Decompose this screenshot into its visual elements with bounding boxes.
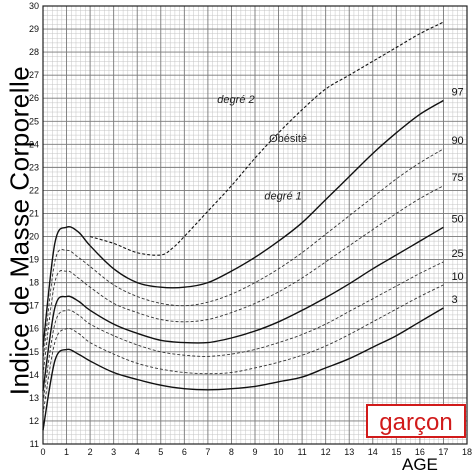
- y-tick-label: 29: [29, 24, 39, 34]
- x-tick-label: 16: [415, 447, 425, 457]
- y-tick-label: 26: [29, 93, 39, 103]
- y-tick-label: 12: [29, 416, 39, 426]
- y-tick-label: 20: [29, 232, 39, 242]
- y-tick-label: 14: [29, 370, 39, 380]
- curve-90: [42, 148, 444, 362]
- x-tick-label: 7: [205, 447, 210, 457]
- y-tick-label: 23: [29, 162, 39, 172]
- x-axis-ticks: 0 1 2 3 4 5 6 7 8 9 10 11 12 13 14 15 16 17 18: [40, 447, 472, 457]
- x-tick-label: 6: [182, 447, 187, 457]
- percentile-label: 75: [451, 172, 463, 184]
- x-tick-label: 1: [64, 447, 69, 457]
- y-tick-label: 28: [29, 47, 39, 57]
- percentile-label: 3: [451, 294, 457, 306]
- plot-frame: [42, 5, 468, 445]
- annotation-degre-2: degré 2: [217, 94, 254, 106]
- curve-degré-2: [89, 21, 444, 256]
- curve-75: [42, 185, 444, 375]
- curve-3: [42, 307, 444, 431]
- y-axis-ticks: 11 12 13 14 15 16 17 18 19 20 21 22 23 24 25 26 27 28 29 30: [29, 1, 39, 449]
- curve-25: [42, 261, 444, 403]
- x-tick-label: 14: [368, 447, 378, 457]
- y-tick-label: 11: [30, 439, 39, 449]
- y-tick-label: 15: [29, 347, 39, 357]
- curve-50: [42, 226, 444, 392]
- y-tick-label: 13: [29, 393, 39, 403]
- percentile-label: 97: [451, 87, 463, 99]
- percentile-labels: 3 10 25 50 75 90 97: [451, 87, 463, 306]
- y-tick-label: 18: [29, 278, 39, 288]
- x-tick-label: 10: [274, 447, 284, 457]
- x-tick-label: 17: [438, 447, 448, 457]
- percentile-label: 10: [451, 271, 463, 283]
- percentile-curves: [42, 21, 444, 431]
- y-tick-label: 17: [29, 301, 39, 311]
- x-tick-label: 12: [321, 447, 331, 457]
- major-grid: [42, 5, 468, 445]
- percentile-label: 50: [451, 213, 463, 225]
- y-tick-label: 30: [29, 1, 39, 11]
- x-tick-label: 2: [88, 447, 93, 457]
- y-tick-label: 25: [29, 116, 39, 126]
- annotation-degre-1: degré 1: [264, 191, 301, 203]
- x-tick-label: 3: [111, 447, 116, 457]
- curve-10: [42, 284, 444, 415]
- y-axis-title: Indice de Masse Corporelle: [4, 65, 35, 396]
- x-tick-label: 0: [40, 447, 45, 457]
- y-tick-label: 19: [29, 255, 39, 265]
- y-tick-label: 22: [29, 185, 39, 195]
- x-tick-label: 8: [229, 447, 234, 457]
- x-tick-label: 5: [158, 447, 163, 457]
- y-tick-label: 16: [29, 324, 39, 334]
- x-tick-label: 15: [391, 447, 401, 457]
- x-tick-label: 18: [462, 447, 472, 457]
- percentile-label: 25: [451, 248, 463, 260]
- curve-97: [42, 99, 444, 348]
- x-tick-label: 11: [297, 447, 306, 457]
- x-axis-title: AGE: [402, 455, 438, 474]
- annotation-obesite: Obésité: [269, 133, 307, 145]
- x-tick-label: 13: [344, 447, 354, 457]
- gender-label: garçon: [366, 404, 466, 438]
- x-tick-label: 4: [135, 447, 140, 457]
- y-tick-label: 21: [29, 208, 39, 218]
- x-tick-label: 9: [252, 447, 257, 457]
- y-tick-label: 27: [29, 70, 39, 80]
- percentile-label: 90: [451, 135, 463, 147]
- y-tick-label: 24: [29, 139, 39, 149]
